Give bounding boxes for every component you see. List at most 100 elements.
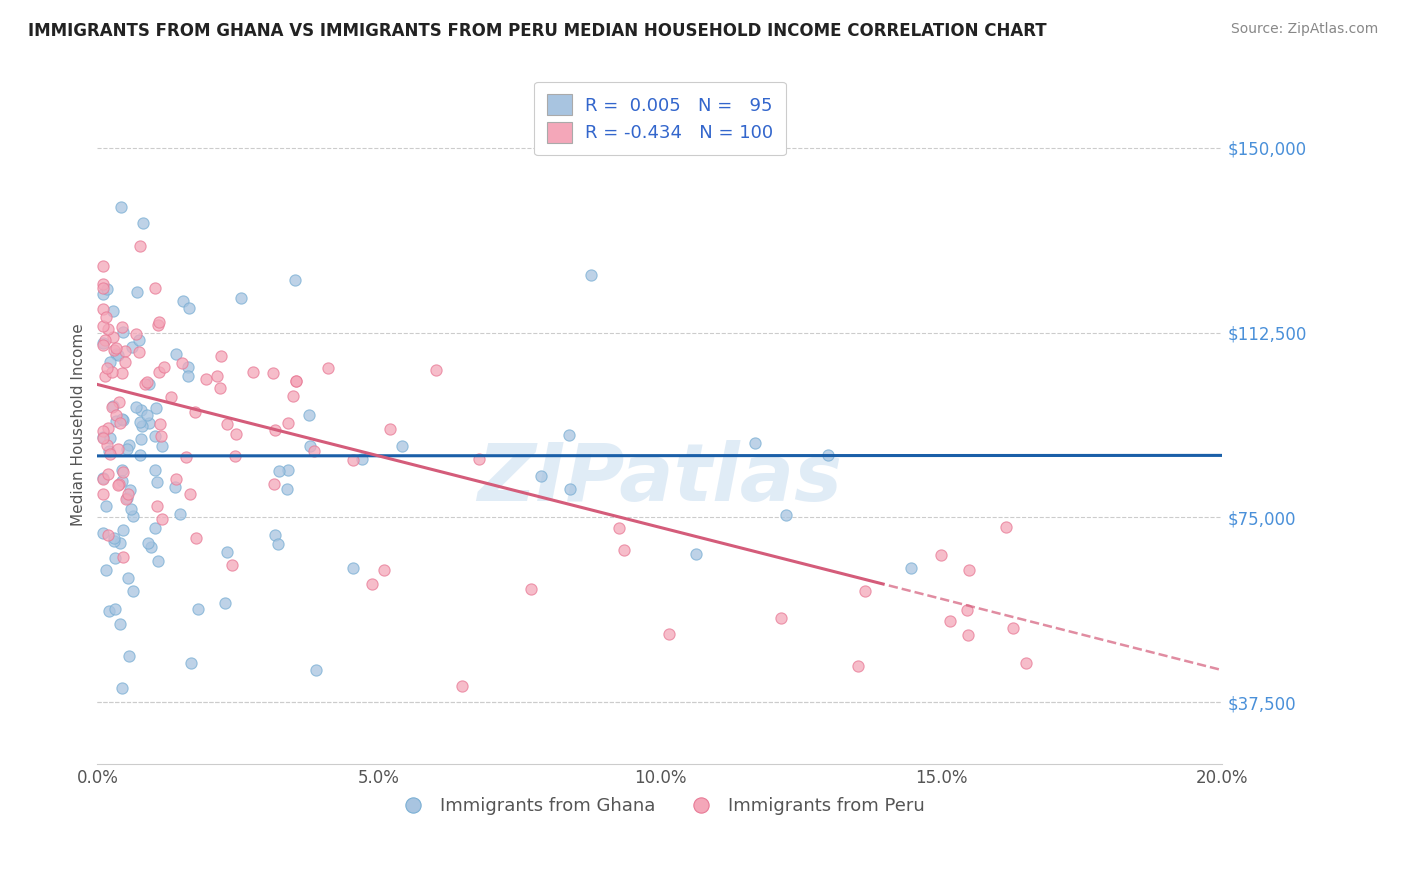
Point xyxy=(101,330,124,344)
Point xyxy=(108,536,131,550)
Point xyxy=(96,438,118,452)
Point xyxy=(744,436,766,450)
Point xyxy=(180,656,202,670)
Point xyxy=(129,415,152,429)
Point xyxy=(685,547,707,561)
Point xyxy=(165,472,187,486)
Point xyxy=(112,549,135,564)
Point xyxy=(305,663,328,677)
Point xyxy=(224,449,246,463)
Point xyxy=(105,347,128,361)
Point xyxy=(108,616,131,631)
Point xyxy=(100,400,122,414)
Legend: Immigrants from Ghana, Immigrants from Peru: Immigrants from Ghana, Immigrants from P… xyxy=(388,790,932,822)
Point xyxy=(225,426,247,441)
Point xyxy=(120,483,142,497)
Point xyxy=(174,450,197,465)
Point xyxy=(91,281,114,295)
Text: IMMIGRANTS FROM GHANA VS IMMIGRANTS FROM PERU MEDIAN HOUSEHOLD INCOME CORRELATIO: IMMIGRANTS FROM GHANA VS IMMIGRANTS FROM… xyxy=(28,22,1046,40)
Point xyxy=(131,403,153,417)
Point xyxy=(96,360,118,375)
Point xyxy=(101,304,124,318)
Point xyxy=(146,554,169,568)
Point xyxy=(138,376,160,391)
Point xyxy=(135,375,157,389)
Point xyxy=(111,463,134,477)
Point xyxy=(217,417,239,431)
Point xyxy=(267,537,290,551)
Point xyxy=(94,310,117,324)
Point xyxy=(299,439,322,453)
Point xyxy=(581,268,603,282)
Point xyxy=(558,483,581,497)
Point xyxy=(104,341,127,355)
Point xyxy=(184,531,207,545)
Point xyxy=(194,372,217,386)
Point xyxy=(160,390,183,404)
Point xyxy=(124,400,146,414)
Point xyxy=(115,491,138,505)
Point xyxy=(114,355,136,369)
Point xyxy=(208,380,231,394)
Point xyxy=(342,560,364,574)
Point xyxy=(361,577,384,591)
Point xyxy=(929,548,952,562)
Point xyxy=(112,466,135,480)
Point xyxy=(129,239,152,253)
Point xyxy=(150,512,173,526)
Point xyxy=(1002,622,1025,636)
Text: ZIPatlas: ZIPatlas xyxy=(478,441,842,518)
Point xyxy=(277,463,299,477)
Point xyxy=(107,442,129,457)
Point xyxy=(956,627,979,641)
Point xyxy=(114,343,136,358)
Point xyxy=(145,401,167,416)
Point xyxy=(184,405,207,419)
Point xyxy=(263,477,285,491)
Point xyxy=(131,432,153,446)
Point xyxy=(139,540,162,554)
Point xyxy=(96,563,118,577)
Point xyxy=(91,277,114,292)
Point xyxy=(855,583,877,598)
Point xyxy=(350,451,373,466)
Point xyxy=(97,421,120,435)
Point xyxy=(118,648,141,663)
Point xyxy=(134,377,156,392)
Point xyxy=(97,528,120,542)
Point xyxy=(98,432,121,446)
Point xyxy=(221,558,243,572)
Point xyxy=(118,437,141,451)
Point xyxy=(613,543,636,558)
Point xyxy=(169,508,191,522)
Point xyxy=(111,412,134,426)
Point xyxy=(373,563,395,577)
Point xyxy=(91,487,114,501)
Point xyxy=(91,424,114,438)
Point xyxy=(242,365,264,379)
Point xyxy=(262,366,284,380)
Point xyxy=(148,318,170,332)
Point xyxy=(1014,656,1036,670)
Point xyxy=(172,293,194,308)
Point xyxy=(205,368,228,383)
Point xyxy=(121,502,143,516)
Point xyxy=(105,414,128,428)
Point xyxy=(318,360,340,375)
Point xyxy=(94,500,117,514)
Point xyxy=(938,614,960,628)
Point xyxy=(817,448,839,462)
Point xyxy=(91,526,114,541)
Point xyxy=(115,442,138,457)
Point xyxy=(111,412,134,426)
Point xyxy=(98,447,121,461)
Point xyxy=(97,322,120,336)
Point xyxy=(128,345,150,359)
Point xyxy=(846,659,869,673)
Point xyxy=(128,448,150,462)
Point xyxy=(172,356,194,370)
Point xyxy=(209,349,232,363)
Point xyxy=(146,499,169,513)
Point xyxy=(98,443,121,458)
Point xyxy=(956,603,979,617)
